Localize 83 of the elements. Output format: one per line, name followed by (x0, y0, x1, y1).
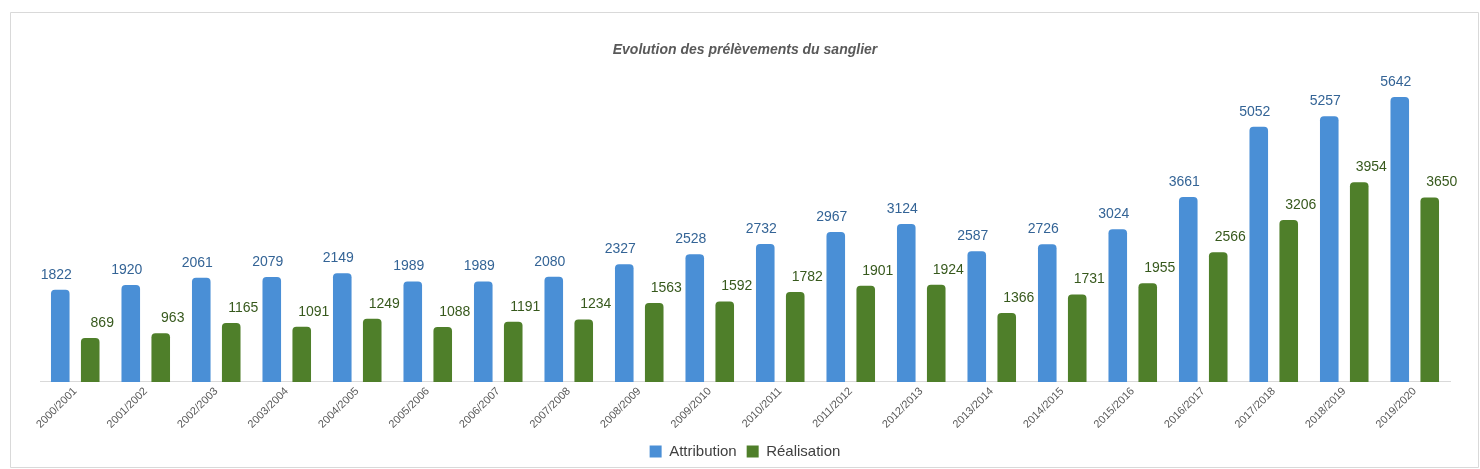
bar (50, 289, 70, 382)
bar (544, 276, 564, 382)
data-label: 2528 (675, 230, 707, 247)
bar (1279, 219, 1299, 382)
data-label: 1731 (1073, 270, 1106, 287)
data-label: 1249 (368, 294, 401, 311)
data-label: 5052 (1239, 102, 1271, 119)
data-label: 1563 (650, 278, 683, 295)
bar (191, 277, 211, 382)
legend-label: Attribution (669, 441, 737, 459)
bar (856, 285, 876, 382)
data-label: 2967 (816, 207, 848, 224)
data-label: 1165 (228, 298, 259, 315)
data-label: 2149 (322, 249, 355, 266)
bar (503, 321, 523, 382)
bar (80, 338, 100, 382)
bar (403, 281, 423, 382)
bar (1178, 196, 1198, 382)
chart-title: Evolution des prélèvements du sanglier (612, 41, 879, 58)
data-label: 1901 (862, 261, 894, 278)
bar (685, 254, 705, 382)
data-label: 1989 (463, 257, 496, 274)
data-label: 3650 (1426, 173, 1458, 190)
data-label: 1366 (1003, 288, 1035, 305)
data-label: 3124 (886, 199, 919, 216)
bar (715, 301, 735, 382)
data-label: 1091 (298, 302, 330, 319)
data-label: 1989 (393, 257, 425, 274)
bar (1037, 244, 1057, 382)
bar (433, 326, 453, 382)
legend-label: Réalisation (766, 441, 841, 459)
bar (826, 232, 846, 382)
data-label: 1234 (580, 295, 612, 312)
data-label: 1924 (932, 260, 965, 277)
data-label: 1920 (111, 260, 143, 277)
bar (997, 312, 1017, 382)
bar (755, 243, 775, 382)
bar (614, 264, 634, 382)
bar (1108, 229, 1128, 382)
bar (121, 284, 141, 382)
data-label: 1822 (40, 265, 73, 282)
data-label: 3954 (1355, 158, 1388, 175)
data-label: 1088 (439, 302, 471, 319)
bar (221, 323, 241, 382)
data-label: 2587 (957, 227, 989, 244)
bar (785, 291, 805, 382)
bar (1319, 116, 1339, 382)
bar (967, 251, 987, 382)
data-label: 1782 (791, 267, 824, 284)
bar (473, 281, 493, 382)
data-label: 5257 (1309, 92, 1342, 109)
data-label: 1592 (721, 277, 753, 294)
bar (1390, 96, 1410, 382)
bar (262, 276, 282, 382)
bar (1138, 283, 1158, 382)
bar (1249, 126, 1269, 382)
bar (1349, 182, 1369, 382)
data-label: 2080 (534, 252, 566, 269)
data-label: 2726 (1027, 220, 1060, 237)
data-label: 1191 (510, 297, 541, 314)
bar (1067, 294, 1087, 382)
bar (644, 302, 664, 382)
bar (332, 273, 352, 382)
data-label: 3024 (1098, 205, 1130, 221)
bar (151, 333, 171, 382)
data-label: 5642 (1380, 72, 1412, 89)
bar (1208, 252, 1228, 382)
data-label: 2566 (1214, 228, 1247, 245)
data-label: 2061 (181, 253, 214, 270)
data-label: 963 (161, 309, 185, 326)
bar (926, 284, 946, 382)
data-label: 2732 (745, 219, 778, 236)
data-label: 3661 (1168, 172, 1201, 189)
bar (362, 318, 382, 382)
data-label: 869 (90, 313, 115, 330)
data-label: 2079 (252, 252, 284, 269)
bar (896, 224, 916, 382)
bar (292, 326, 312, 382)
data-label: 2327 (604, 240, 637, 257)
bar (574, 319, 594, 382)
data-label: 1955 (1144, 259, 1176, 275)
bar (1420, 197, 1440, 382)
data-label: 3206 (1285, 195, 1317, 212)
